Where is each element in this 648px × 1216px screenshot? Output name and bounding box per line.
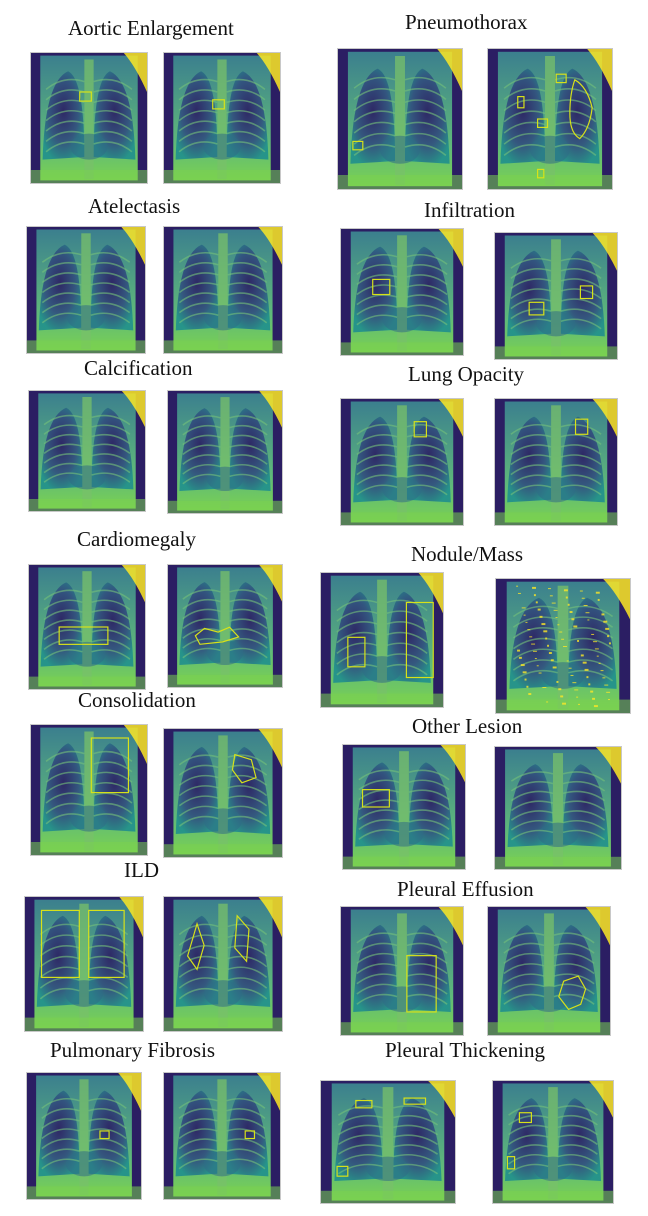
xray-nodule-mass-original [320, 572, 444, 708]
xray-pleural-thickening-original [320, 1080, 456, 1204]
title-ild: ILD [124, 858, 159, 882]
xray-pulmonary-fibrosis-annotated [163, 1072, 281, 1200]
title-pulmonary-fibrosis: Pulmonary Fibrosis [50, 1038, 216, 1062]
xray-consolidation-original [30, 724, 148, 856]
xray-consolidation-annotated [163, 728, 283, 858]
title-pneumothorax: Pneumothorax [405, 10, 528, 34]
xray-ild-annotated [163, 896, 283, 1032]
xray-other-lesion-original [342, 744, 466, 870]
xray-infiltration-annotated [494, 232, 618, 360]
xray-cardiomegaly-original [28, 564, 146, 690]
title-atelectasis: Atelectasis [88, 194, 181, 218]
xray-cardiomegaly-annotated [167, 564, 283, 688]
xray-aortic-enlargement-original [30, 52, 148, 184]
xray-nodule-mass-annotated [495, 578, 631, 714]
xray-lung-opacity-annotated [494, 398, 618, 526]
title-pleural-thickening: Pleural Thickening [385, 1038, 545, 1062]
title-nodule-mass: Nodule/Mass [411, 542, 523, 566]
title-infiltration: Infiltration [424, 198, 515, 222]
title-other-lesion: Other Lesion [412, 714, 523, 738]
xray-pleural-thickening-annotated [492, 1080, 614, 1204]
xray-other-lesion-annotated [494, 746, 622, 870]
xray-pneumothorax-annotated [487, 48, 613, 190]
title-lung-opacity: Lung Opacity [408, 362, 525, 386]
xray-atelectasis-original [26, 226, 146, 354]
xray-pleural-effusion-annotated [487, 906, 611, 1036]
xray-pleural-effusion-original [340, 906, 464, 1036]
title-consolidation: Consolidation [78, 688, 196, 712]
title-cardiomegaly: Cardiomegaly [77, 527, 196, 551]
xray-infiltration-original [340, 228, 464, 356]
xray-pulmonary-fibrosis-original [26, 1072, 142, 1200]
xray-ild-original [24, 896, 144, 1032]
xray-lung-opacity-original [340, 398, 464, 526]
xray-atelectasis-annotated [163, 226, 283, 354]
title-pleural-effusion: Pleural Effusion [397, 877, 534, 901]
title-aortic-enlargement: Aortic Enlargement [68, 16, 234, 40]
xray-pneumothorax-original [337, 48, 463, 190]
xray-calcification-original [28, 390, 146, 512]
xray-aortic-enlargement-annotated [163, 52, 281, 184]
xray-calcification-annotated [167, 390, 283, 514]
title-calcification: Calcification [84, 356, 193, 380]
